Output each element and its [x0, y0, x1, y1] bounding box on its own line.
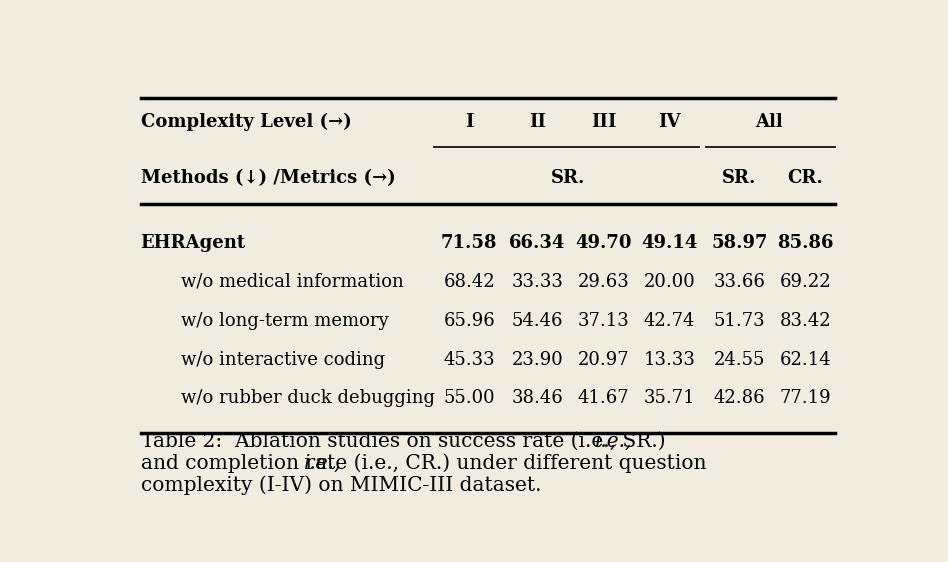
Text: 66.34: 66.34: [509, 234, 565, 252]
Text: 24.55: 24.55: [714, 351, 765, 369]
Text: EHRAgent: EHRAgent: [140, 234, 246, 252]
Text: II: II: [529, 112, 546, 130]
Text: 77.19: 77.19: [779, 389, 831, 407]
Text: 85.86: 85.86: [777, 234, 833, 252]
Text: Methods (↓) /Metrics (→): Methods (↓) /Metrics (→): [140, 169, 395, 187]
Text: 20.00: 20.00: [644, 273, 696, 291]
Text: 45.33: 45.33: [444, 351, 495, 369]
Text: 51.73: 51.73: [714, 311, 765, 329]
Text: IV: IV: [658, 112, 681, 130]
Text: 33.33: 33.33: [511, 273, 563, 291]
Text: 49.14: 49.14: [642, 234, 698, 252]
Text: All: All: [755, 112, 783, 130]
Text: 83.42: 83.42: [779, 311, 831, 329]
Text: 42.86: 42.86: [714, 389, 765, 407]
Text: 62.14: 62.14: [779, 351, 831, 369]
Text: and completion rate (i.e., CR.) under different question: and completion rate (i.e., CR.) under di…: [140, 454, 706, 473]
Text: 20.97: 20.97: [577, 351, 629, 369]
Text: 65.96: 65.96: [444, 311, 495, 329]
Text: 35.71: 35.71: [644, 389, 695, 407]
Text: i.e.,: i.e.,: [303, 454, 341, 473]
Text: 69.22: 69.22: [779, 273, 831, 291]
Text: 49.70: 49.70: [575, 234, 631, 252]
Text: 29.63: 29.63: [577, 273, 629, 291]
Text: w/o long-term memory: w/o long-term memory: [181, 311, 389, 329]
Text: SR.: SR.: [552, 169, 586, 187]
Text: w/o rubber duck debugging: w/o rubber duck debugging: [181, 389, 435, 407]
Text: i.e.,: i.e.,: [594, 432, 632, 450]
Text: 55.00: 55.00: [444, 389, 495, 407]
Text: 58.97: 58.97: [711, 234, 768, 252]
Text: 68.42: 68.42: [444, 273, 495, 291]
Text: 54.46: 54.46: [512, 311, 563, 329]
Text: 37.13: 37.13: [577, 311, 629, 329]
Text: 23.90: 23.90: [511, 351, 563, 369]
Text: III: III: [591, 112, 616, 130]
Text: 38.46: 38.46: [511, 389, 563, 407]
Text: I: I: [465, 112, 474, 130]
Text: 13.33: 13.33: [644, 351, 696, 369]
Text: SR.: SR.: [722, 169, 757, 187]
Text: CR.: CR.: [788, 169, 823, 187]
Text: w/o medical information: w/o medical information: [181, 273, 404, 291]
Text: Table 2:  Ablation studies on success rate (i.e., SR.): Table 2: Ablation studies on success rat…: [140, 432, 665, 450]
Text: 71.58: 71.58: [441, 234, 498, 252]
Text: Complexity Level (→): Complexity Level (→): [140, 112, 352, 130]
Text: complexity (I-IV) on MIMIC-III dataset.: complexity (I-IV) on MIMIC-III dataset.: [140, 476, 541, 496]
Text: 41.67: 41.67: [577, 389, 629, 407]
Text: 33.66: 33.66: [714, 273, 765, 291]
Text: w/o interactive coding: w/o interactive coding: [181, 351, 385, 369]
Text: 42.74: 42.74: [644, 311, 695, 329]
